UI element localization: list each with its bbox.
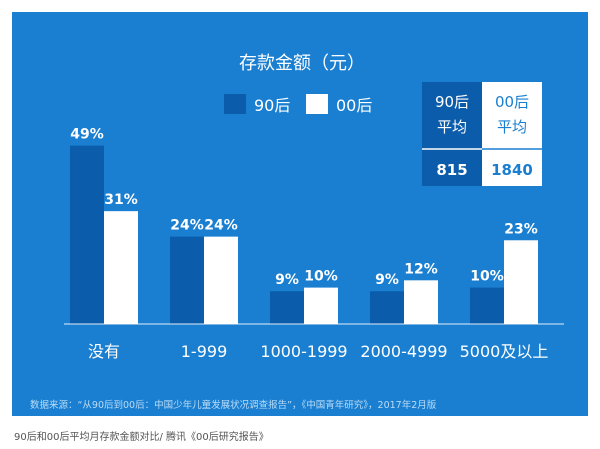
bar-90-3 (270, 291, 304, 324)
x-tick-label-1: 没有 (88, 342, 120, 361)
avg-table-header-00-line1: 00后 (495, 93, 529, 111)
avg-table-value-00: 1840 (491, 161, 533, 179)
data-label-90-3: 9% (275, 272, 299, 288)
chart-panel: 存款金额（元） 90后 00后 90后平均 00后平均 815 1840 49% 31% 没有 24… (12, 12, 588, 416)
bar-90-2 (170, 236, 204, 324)
x-tick-label-2: 1-999 (181, 342, 228, 361)
x-tick-label-5: 5000及以上 (460, 342, 549, 361)
avg-table-header-00-line2: 平均 (497, 118, 527, 136)
avg-table-value-90: 815 (436, 161, 467, 179)
avg-table-header-90-line2: 平均 (437, 118, 467, 136)
avg-table-cell-90-bg (422, 82, 482, 186)
avg-table-header-90-line1: 90后 (435, 93, 469, 111)
x-tick-label-4: 2000-4999 (360, 342, 447, 361)
chart-title: 存款金额（元） (239, 53, 365, 74)
figure-caption: 90后和00后平均月存款金额对比/ 腾讯《00后研究报告》 (14, 432, 269, 443)
data-label-00-2: 24% (204, 218, 238, 234)
legend-label-series-1: 90后 (254, 96, 290, 115)
x-tick-label-3: 1000-1999 (260, 342, 347, 361)
bar-00-3 (304, 287, 338, 324)
data-label-00-4: 12% (404, 261, 438, 277)
data-label-00-1: 31% (104, 192, 138, 208)
data-label-00-3: 10% (304, 269, 338, 285)
legend-swatch-series-2 (306, 94, 328, 114)
data-label-00-5: 23% (504, 221, 538, 237)
bar-00-4 (404, 280, 438, 324)
data-label-90-2: 24% (170, 218, 204, 234)
bar-00-2 (204, 236, 238, 324)
data-label-90-5: 10% (470, 269, 504, 285)
bar-90-1 (70, 145, 104, 324)
data-label-90-1: 49% (70, 127, 104, 143)
legend-swatch-series-1 (224, 94, 246, 114)
avg-table-cell-00-bg (482, 82, 542, 186)
data-label-90-4: 9% (375, 272, 399, 288)
legend-label-series-2: 00后 (336, 96, 372, 115)
bar-90-4 (370, 291, 404, 324)
bar-00-1 (104, 211, 138, 324)
bar-00-5 (504, 240, 538, 324)
source-note: 数据来源：“从90后到00后：中国少年儿童发展状况调查报告”，《中国青年研究》，… (30, 399, 437, 411)
bar-90-5 (470, 287, 504, 324)
